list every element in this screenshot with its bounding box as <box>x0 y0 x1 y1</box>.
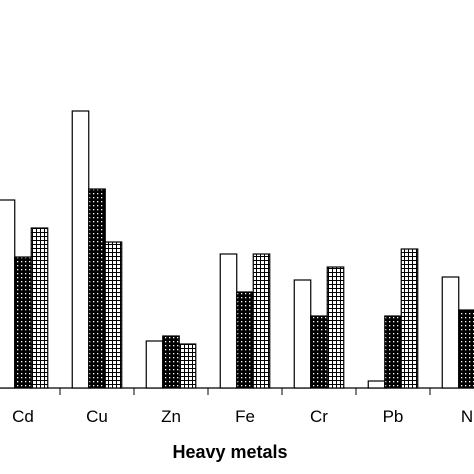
bar <box>384 315 402 389</box>
bar <box>441 276 460 389</box>
bar <box>310 315 328 389</box>
bar <box>71 110 90 389</box>
x-tick-label: Cd <box>12 407 34 426</box>
bar <box>14 256 32 389</box>
bar <box>178 343 197 389</box>
x-tick-label: N <box>461 407 473 426</box>
bar <box>367 380 386 389</box>
x-axis-title: Heavy metals <box>172 442 287 462</box>
bar <box>326 266 345 389</box>
bar <box>162 335 180 389</box>
bar <box>252 253 271 389</box>
x-tick-label: Pb <box>383 407 404 426</box>
bar <box>145 340 164 389</box>
bar <box>219 253 238 389</box>
bar <box>236 291 254 389</box>
bar <box>0 199 16 389</box>
bar <box>293 279 312 389</box>
x-tick-label: Zn <box>161 407 181 426</box>
bar <box>104 241 123 389</box>
bar <box>30 227 49 389</box>
x-tick-label: Cu <box>86 407 108 426</box>
bar <box>88 188 106 389</box>
x-tick-label: Cr <box>310 407 328 426</box>
bar <box>400 248 419 389</box>
bar <box>458 309 474 389</box>
x-tick-label: Fe <box>235 407 255 426</box>
